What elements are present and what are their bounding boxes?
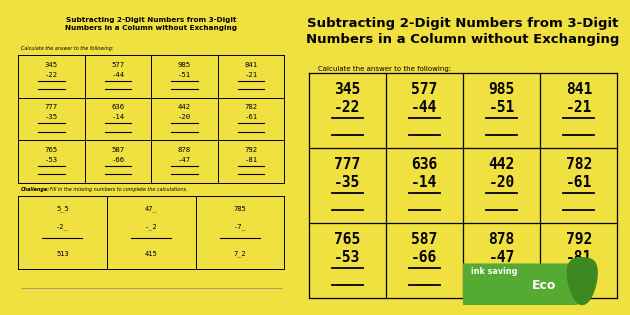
Text: -47: -47	[488, 250, 515, 265]
Text: 5_5: 5_5	[56, 206, 69, 212]
Text: Fill in the missing numbers to complete the calculations.: Fill in the missing numbers to complete …	[48, 187, 187, 192]
Text: 442: 442	[178, 104, 191, 110]
Text: -44: -44	[112, 72, 125, 78]
Text: -_2: -_2	[145, 223, 158, 230]
Text: 415: 415	[145, 251, 158, 257]
Text: -66: -66	[112, 157, 125, 163]
Text: 841: 841	[566, 82, 592, 97]
Text: 577: 577	[411, 82, 438, 97]
Text: 7_2: 7_2	[234, 251, 246, 257]
Text: 587: 587	[411, 232, 438, 247]
Text: -22: -22	[334, 100, 360, 115]
Text: -22: -22	[45, 72, 58, 78]
Text: 765: 765	[45, 146, 58, 152]
Text: -61: -61	[244, 114, 258, 120]
Text: Subtracting 2-Digit Numbers from 3-Digit
Numbers in a Column without Exchanging: Subtracting 2-Digit Numbers from 3-Digit…	[65, 17, 238, 31]
Text: Challenge:: Challenge:	[21, 187, 50, 192]
Text: 878: 878	[488, 232, 515, 247]
Text: Calculate the answer to the following:: Calculate the answer to the following:	[318, 66, 451, 72]
Text: -2_: -2_	[56, 223, 69, 230]
FancyBboxPatch shape	[457, 263, 580, 305]
Text: 878: 878	[178, 146, 191, 152]
Text: -61: -61	[566, 175, 592, 190]
Text: -51: -51	[178, 72, 191, 78]
Text: 785: 785	[234, 206, 246, 212]
Text: Subtracting 2-Digit Numbers from 3-Digit
Numbers in a Column without Exchanging: Subtracting 2-Digit Numbers from 3-Digit…	[306, 17, 620, 46]
Text: -81: -81	[566, 250, 592, 265]
Text: 792: 792	[566, 232, 592, 247]
Text: 587: 587	[112, 146, 125, 152]
Text: -35: -35	[45, 114, 58, 120]
Text: 765: 765	[334, 232, 360, 247]
Polygon shape	[568, 258, 597, 305]
Text: 777: 777	[45, 104, 58, 110]
Text: 782: 782	[244, 104, 258, 110]
Text: -7_: -7_	[234, 223, 246, 230]
Text: Calculate the answer to the following:: Calculate the answer to the following:	[21, 46, 113, 51]
Text: 782: 782	[566, 157, 592, 172]
Text: -66: -66	[411, 250, 438, 265]
Text: -81: -81	[244, 157, 258, 163]
Text: -21: -21	[244, 72, 258, 78]
Text: -21: -21	[566, 100, 592, 115]
Text: -20: -20	[178, 114, 191, 120]
Text: -44: -44	[411, 100, 438, 115]
Text: 345: 345	[334, 82, 360, 97]
Text: 777: 777	[334, 157, 360, 172]
Text: 841: 841	[244, 62, 258, 68]
Text: -35: -35	[334, 175, 360, 190]
Text: -51: -51	[488, 100, 515, 115]
Text: 636: 636	[411, 157, 438, 172]
Text: 47_: 47_	[145, 206, 158, 212]
Text: -14: -14	[411, 175, 438, 190]
Text: -47: -47	[178, 157, 191, 163]
Text: 577: 577	[112, 62, 125, 68]
Text: 636: 636	[112, 104, 125, 110]
Text: 792: 792	[244, 146, 258, 152]
Text: -14: -14	[112, 114, 125, 120]
Text: -53: -53	[45, 157, 58, 163]
Text: 985: 985	[488, 82, 515, 97]
Text: 985: 985	[178, 62, 191, 68]
Text: ink saving: ink saving	[471, 267, 518, 276]
Text: 513: 513	[56, 251, 69, 257]
Text: Eco: Eco	[532, 279, 556, 292]
Text: 345: 345	[45, 62, 58, 68]
Text: -53: -53	[334, 250, 360, 265]
Text: -20: -20	[488, 175, 515, 190]
Text: 442: 442	[488, 157, 515, 172]
